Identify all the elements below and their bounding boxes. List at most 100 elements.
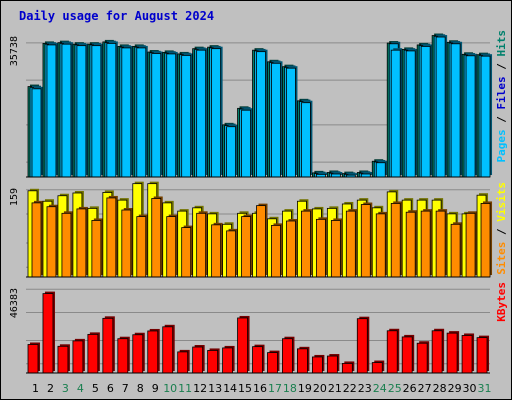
bar-face <box>151 53 162 178</box>
bar-pages-day-25 <box>390 48 403 178</box>
bar-face <box>76 208 87 278</box>
day-label-20: 20 <box>313 382 327 395</box>
bar-pages-day-29 <box>450 41 463 178</box>
day-label-16: 16 <box>253 382 267 395</box>
bar-pages-day-9 <box>151 51 163 178</box>
bar-sites-day-12 <box>196 211 208 278</box>
bar-face <box>315 218 326 278</box>
day-label-5: 5 <box>92 382 99 395</box>
bar-face <box>416 342 428 374</box>
bar-kbytes-day-27 <box>416 341 430 374</box>
day-label-31: 31 <box>478 382 492 395</box>
bar-kbytes-day-24 <box>371 360 385 374</box>
bar-face <box>166 53 177 178</box>
bar-face <box>207 350 219 374</box>
bar-pages-day-11 <box>181 53 193 178</box>
bar-kbytes-day-2 <box>42 291 55 374</box>
chart-title: Daily usage for August 2024 <box>19 9 214 23</box>
bar-face <box>226 126 236 178</box>
bar-kbytes-day-30 <box>461 333 475 374</box>
bar-kbytes-day-6 <box>102 316 115 374</box>
bar-kbytes-day-19 <box>297 346 310 374</box>
bar-sites-day-8 <box>136 214 148 278</box>
bar-face <box>465 212 476 278</box>
bar-face <box>27 344 39 374</box>
bar-sites-day-20 <box>315 217 328 278</box>
bar-shadow <box>348 173 358 175</box>
day-label-26: 26 <box>403 382 417 395</box>
bar-sites-day-4 <box>76 206 88 278</box>
bar-kbytes-day-1 <box>27 342 40 374</box>
bar-sites-day-2 <box>46 204 58 278</box>
bar-face <box>286 220 296 278</box>
bar-sites-day-26 <box>405 210 418 278</box>
bar-face <box>311 356 323 374</box>
bar-kbytes-day-20 <box>311 354 325 374</box>
bar-face <box>371 362 383 374</box>
bar-face <box>211 48 222 178</box>
bar-pages-day-12 <box>196 48 208 178</box>
bar-face <box>46 206 57 278</box>
bar-face <box>192 346 204 374</box>
bar-face <box>461 335 473 374</box>
bar-face <box>435 210 446 278</box>
bar-face <box>196 49 207 178</box>
bar-sites-day-19 <box>301 209 313 278</box>
bar-kbytes-day-8 <box>132 332 145 374</box>
y-max-label: 46383 <box>9 288 20 318</box>
bar-face <box>211 224 222 278</box>
day-label-8: 8 <box>137 382 144 395</box>
bar-face <box>181 227 192 278</box>
bar-sites-day-10 <box>166 214 178 278</box>
bar-face <box>271 62 281 178</box>
legend-part: / <box>495 110 508 130</box>
day-label-4: 4 <box>77 382 84 395</box>
bar-face <box>465 55 476 178</box>
bar-face <box>177 351 189 374</box>
day-label-25: 25 <box>388 382 402 395</box>
bar-kbytes-day-12 <box>192 345 205 374</box>
bar-kbytes-day-10 <box>162 324 175 374</box>
bar-face <box>252 346 263 374</box>
bar-kbytes-day-25 <box>386 328 400 374</box>
bar-pages-day-1 <box>31 86 43 178</box>
bar-kbytes-day-4 <box>72 338 85 374</box>
bar-face <box>345 210 356 278</box>
bar-sites-day-7 <box>121 208 133 278</box>
bar-face <box>326 355 338 374</box>
day-label-9: 9 <box>152 382 159 395</box>
bar-sites-day-25 <box>390 201 403 278</box>
day-label-17: 17 <box>268 382 282 395</box>
bar-shadow <box>333 171 343 175</box>
bar-face <box>46 44 57 178</box>
bar-face <box>435 36 446 178</box>
bar-face <box>341 363 353 374</box>
series-legend: KBytes <box>495 282 508 322</box>
bar-kbytes-day-9 <box>147 328 160 374</box>
day-label-28: 28 <box>433 382 447 395</box>
bar-pages-day-17 <box>271 61 283 178</box>
bar-sites-day-15 <box>241 214 253 278</box>
series-legend: Pages / Files / Hits <box>495 30 508 163</box>
bar-face <box>57 345 69 374</box>
bar-face <box>42 293 54 374</box>
day-label-10: 10 <box>163 382 177 395</box>
bar-face <box>136 216 147 278</box>
bar-face <box>162 326 174 374</box>
day-label-2: 2 <box>47 382 54 395</box>
bar-face <box>256 51 266 178</box>
bar-face <box>241 109 251 178</box>
day-label-12: 12 <box>193 382 207 395</box>
bar-face <box>102 317 114 374</box>
bar-kbytes-day-17 <box>267 350 280 374</box>
bar-face <box>106 43 117 178</box>
bar-sites-day-23 <box>360 202 373 278</box>
day-label-3: 3 <box>62 382 69 395</box>
bar-sites-day-9 <box>151 196 163 278</box>
bar-face <box>72 340 84 374</box>
bar-kbytes-day-14 <box>222 345 235 374</box>
day-label-21: 21 <box>328 382 342 395</box>
day-label-30: 30 <box>463 382 477 395</box>
bar-face <box>390 49 401 178</box>
bar-face <box>151 198 162 278</box>
